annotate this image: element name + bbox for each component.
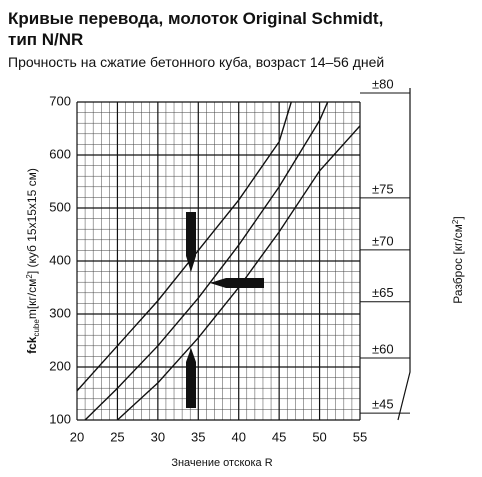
x-tick-label: 20 — [70, 429, 84, 444]
y2-tick-label: ±65 — [372, 285, 394, 300]
x-tick-label: 25 — [110, 429, 124, 444]
y-label-part: cube — [32, 319, 41, 337]
indicator-arrows — [186, 212, 264, 408]
y-label-part: 2 — [25, 274, 34, 279]
y-tick-label: 500 — [49, 199, 71, 214]
y-label-part: fck — [25, 336, 39, 354]
x-tick-label: 40 — [231, 429, 245, 444]
x-tick-label: 45 — [272, 429, 286, 444]
arrow-left — [210, 278, 264, 288]
y-axis-label: fckcubem[кг/см2] (куб 15x15x15 см) — [25, 168, 41, 354]
x-tick-label: 55 — [353, 429, 367, 444]
y-label-part: m[кг/см — [25, 279, 39, 320]
curve — [76, 101, 292, 392]
y2-tick-label: ±80 — [372, 76, 394, 91]
arrow-up — [186, 348, 196, 408]
y2-label-part: 2 — [451, 219, 460, 224]
y-tick-label: 700 — [49, 93, 71, 108]
chart-title: Кривые перевода, молоток Original Schmid… — [8, 9, 383, 28]
y2-tick-label: ±45 — [372, 397, 394, 412]
y-tick-label: 200 — [49, 358, 71, 373]
spread-bracket — [397, 88, 411, 421]
y2-axis-label: Разброс [кг/см2] — [451, 216, 465, 303]
y2-tick-label: ±60 — [372, 341, 394, 356]
x-axis-label: Значение отскока R — [171, 457, 272, 469]
y-tick-label: 400 — [49, 252, 71, 267]
y2-tick-label: ±75 — [372, 181, 394, 196]
y2-label-part: ] — [451, 216, 465, 219]
y-tick-label: 100 — [49, 411, 71, 426]
chart-subtitle: Прочность на сжатие бетонного куба, возр… — [8, 54, 384, 70]
curve — [84, 101, 329, 421]
x-tick-label: 35 — [191, 429, 205, 444]
arrow-down — [186, 212, 196, 272]
y-tick-label: 600 — [49, 146, 71, 161]
chart-title: тип N/NR — [8, 30, 83, 49]
x-tick-label: 50 — [312, 429, 326, 444]
y2-tick-label: ±70 — [372, 233, 394, 248]
y-tick-label: 300 — [49, 305, 71, 320]
x-tick-label: 30 — [151, 429, 165, 444]
y2-label-part: Разброс [кг/см — [451, 224, 465, 304]
y-label-part: ] (куб 15x15x15 см) — [25, 168, 39, 274]
